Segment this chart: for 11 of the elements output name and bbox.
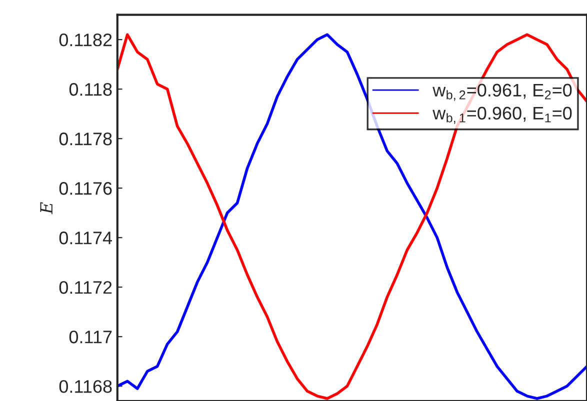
y-axis-title: E	[40, 202, 52, 214]
legend-label: w$_{b,1}$=0.960, E$_{1}$=0	[432, 106, 572, 124]
y-tick-label: 0.1172	[59, 281, 112, 294]
y-tick-label: 0.118	[69, 83, 112, 96]
y-tick-label: 0.1178	[59, 132, 112, 146]
y-tick-label: 0.1174	[59, 232, 112, 244]
y-tick-label: 0.1176	[59, 182, 112, 195]
legend-label: w$_{b,2}$=0.961, E$_{2}$=0	[432, 84, 572, 101]
y-tick-label: 0.117	[69, 330, 112, 344]
y-tick-label: 0.1168	[59, 380, 112, 393]
y-tick-label: 0.1182	[59, 34, 112, 46]
